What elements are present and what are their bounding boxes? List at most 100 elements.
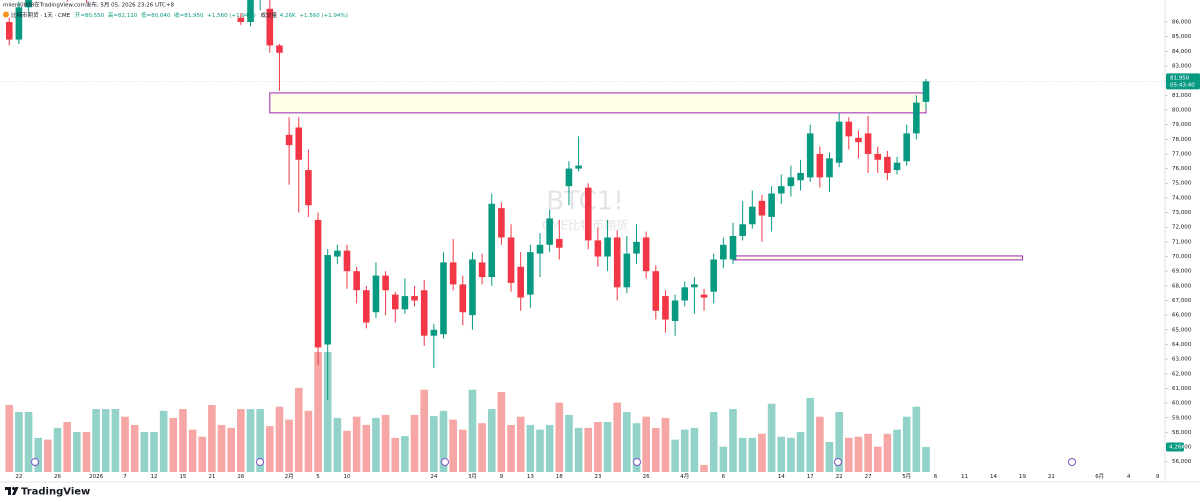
legend-line: 比特币期货 · 1天 · CME 开=80,550 高=82,110 低=80,… bbox=[11, 11, 348, 19]
event-marker[interactable] bbox=[256, 458, 264, 466]
x-tick-label: 22 bbox=[15, 474, 22, 480]
volume-bar bbox=[835, 412, 843, 472]
candle-body bbox=[710, 259, 717, 292]
candle-body bbox=[372, 275, 380, 313]
candle-body bbox=[305, 170, 312, 206]
y-tick-label: 58,000 bbox=[1172, 430, 1192, 436]
volume-bar bbox=[632, 423, 641, 472]
candle-body bbox=[314, 219, 322, 348]
x-tick-label: 22 bbox=[1048, 474, 1055, 480]
zone bbox=[732, 255, 1023, 261]
volume-bar bbox=[44, 439, 52, 472]
event-marker[interactable] bbox=[441, 458, 449, 466]
volume-bar bbox=[613, 402, 621, 472]
volume-bar bbox=[92, 409, 100, 472]
volume-bar bbox=[845, 437, 853, 472]
volume-bar bbox=[227, 427, 235, 472]
candle-body bbox=[363, 290, 370, 323]
candle-body bbox=[507, 237, 515, 283]
candle-body bbox=[575, 165, 582, 169]
volume-bar bbox=[24, 412, 33, 472]
volume-bar bbox=[410, 414, 419, 472]
x-tick-label: 24 bbox=[430, 474, 437, 480]
candle-body bbox=[343, 250, 351, 272]
candle-body bbox=[864, 133, 872, 154]
volume-bar bbox=[430, 416, 438, 472]
volume-bar bbox=[758, 433, 766, 472]
volume-bar bbox=[738, 437, 747, 472]
candle-body bbox=[334, 250, 341, 257]
x-tick-label: 21 bbox=[208, 474, 215, 480]
volume-bar bbox=[700, 464, 708, 472]
volume-bar bbox=[101, 409, 110, 472]
volume-bar bbox=[130, 424, 139, 472]
volume-bar bbox=[873, 446, 882, 472]
candle-body bbox=[285, 134, 293, 146]
candle-body bbox=[739, 224, 746, 236]
last-volume-box bbox=[1166, 442, 1184, 452]
volume-bar bbox=[623, 412, 631, 472]
x-tick-label: 5 bbox=[316, 474, 320, 480]
ohlc-change: +1,560 (+1.94%) bbox=[207, 13, 255, 19]
volume-bar bbox=[285, 419, 293, 472]
volume-bar bbox=[690, 427, 699, 472]
y-tick-label: 83,000 bbox=[1172, 63, 1192, 69]
x-tick-label: 13 bbox=[527, 474, 534, 480]
event-marker[interactable] bbox=[834, 458, 842, 466]
x-tick-label: 15 bbox=[179, 474, 186, 480]
volume-bar bbox=[796, 432, 805, 472]
volume-bar bbox=[15, 412, 23, 472]
candle-body bbox=[527, 252, 534, 295]
last-price-box bbox=[1166, 73, 1200, 90]
volume-bar bbox=[661, 417, 670, 472]
volume-bar bbox=[82, 432, 91, 472]
y-tick-label: 79,000 bbox=[1172, 122, 1192, 128]
x-tick-label: 26 bbox=[237, 474, 244, 480]
candle-body bbox=[25, 0, 32, 8]
candle-body bbox=[787, 177, 795, 187]
candle-body bbox=[604, 237, 611, 257]
candle-body bbox=[266, 8, 274, 46]
candle-body bbox=[835, 121, 843, 163]
volume-bar bbox=[73, 432, 81, 472]
volume-bar bbox=[545, 424, 554, 472]
event-marker[interactable] bbox=[31, 458, 39, 466]
x-tick-label: 19 bbox=[1019, 474, 1026, 480]
x-tick-label: 26 bbox=[54, 474, 61, 480]
volume-bar bbox=[372, 417, 380, 472]
y-tick-label: 62,000 bbox=[1172, 371, 1192, 377]
y-tick-label: 86,000 bbox=[1172, 19, 1192, 25]
last-price-label: 81,950 bbox=[1170, 75, 1190, 81]
volume-bar bbox=[854, 436, 863, 472]
candle-body bbox=[517, 266, 524, 298]
volume-bar bbox=[478, 423, 486, 472]
volume-bar bbox=[439, 410, 448, 472]
x-tick-label: 14 bbox=[778, 474, 785, 480]
volume-bar bbox=[401, 436, 409, 472]
x-tick-label: 11 bbox=[961, 474, 968, 480]
plot-layer bbox=[0, 0, 1165, 472]
volume-bar bbox=[294, 387, 303, 472]
event-marker[interactable] bbox=[633, 458, 641, 466]
volume-bar bbox=[266, 426, 274, 472]
candle-body bbox=[749, 206, 756, 225]
volume-bar bbox=[787, 437, 795, 472]
x-tick-label: 23 bbox=[594, 474, 601, 480]
candle-body bbox=[700, 294, 708, 298]
volume-bar bbox=[565, 414, 573, 472]
volume-bar bbox=[883, 433, 892, 472]
volume-bar bbox=[121, 416, 129, 472]
volume-bar bbox=[188, 429, 197, 472]
x-tick-label: 3月 bbox=[468, 473, 477, 480]
volume-bar bbox=[536, 429, 544, 472]
x-tick-label: 18 bbox=[556, 474, 563, 480]
event-marker[interactable] bbox=[1068, 458, 1076, 466]
volume-bar bbox=[246, 409, 255, 472]
candle-body bbox=[5, 21, 13, 40]
candle-body bbox=[594, 240, 602, 257]
event-markers bbox=[31, 458, 1076, 466]
volume-bar bbox=[902, 416, 911, 472]
symbol-icon bbox=[3, 11, 9, 18]
candle-body bbox=[816, 153, 824, 178]
